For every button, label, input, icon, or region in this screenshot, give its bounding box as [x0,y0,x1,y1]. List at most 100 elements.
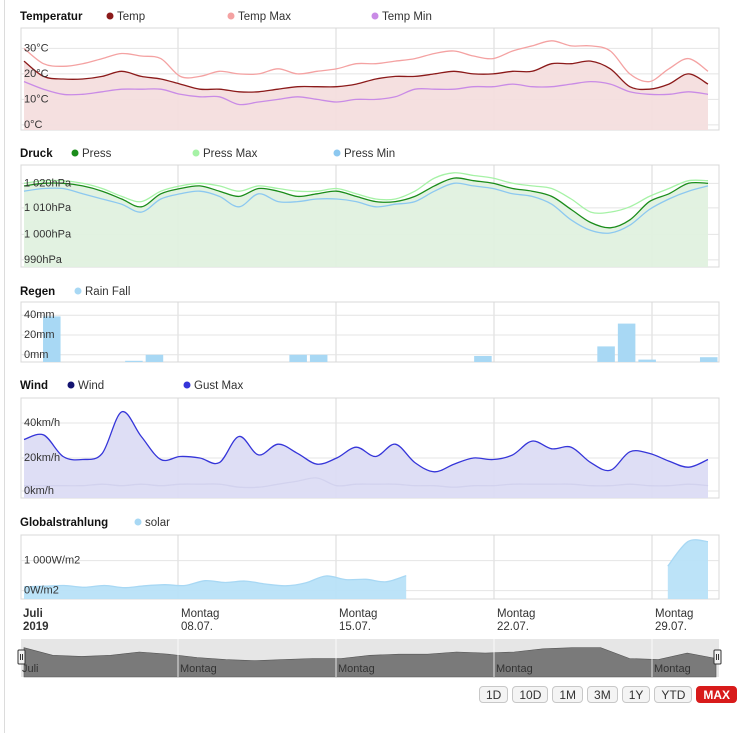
range-button-10d[interactable]: 10D [512,686,549,703]
y-tick-label: 0W/m2 [24,585,59,597]
y-tick-label: 30°C [24,42,49,54]
line-press [23,177,709,229]
legend-marker [71,149,79,157]
plot-frame [20,301,720,363]
navigator-handle-left[interactable] [17,649,26,665]
y-tick-label: 990hPa [24,254,63,266]
bar-rain-fall [43,316,61,362]
panel-globalstrahlung: 0W/m2 1 000W/m2 Globalstrahlung solar [20,517,720,600]
y-tick-label: 0°C [24,119,43,131]
range-button-3m[interactable]: 3M [587,686,618,703]
legend-temp-min: Temp Min [382,11,432,23]
area-gust-max [24,411,708,498]
line-temp-max [23,40,709,83]
bar-rain-fall [125,360,143,362]
panel-title: Regen [20,286,55,298]
legend-temp: Temp [117,11,145,23]
navigator-label: Montag [338,663,375,675]
legend-marker [192,149,200,157]
navigator-label: Montag [654,663,691,675]
y-tick-label: 20°C [24,68,49,80]
bar-rain-fall [617,323,636,362]
panel-title: Globalstrahlung [20,517,108,529]
range-button-max[interactable]: MAX [696,686,738,703]
legend-marker [106,12,114,20]
legend-press-max: Press Max [203,148,258,160]
bar-rain-fall [145,354,164,362]
y-tick-label: 1 000hPa [24,228,72,240]
line-temp-min [23,80,709,106]
panel-temperatur: 0°C 10°C 20°C 30°C Temperatur Temp Temp Max Tem… [20,11,720,131]
panel-druck: 990hPa 1 000hPa 1 010hPa 1 020hPa Druck Press… [20,148,720,268]
y-tick-label: 0km/h [24,485,54,497]
x-axis-sublabel: 29.07. [655,621,687,633]
line-press-min [23,182,709,234]
x-axis-label: Montag [497,608,535,620]
range-button-1d[interactable]: 1D [479,686,509,703]
line-press-max [23,172,709,214]
legend-rain-fall: Rain Fall [85,286,130,298]
x-axis-sublabel: 15.07. [339,621,371,633]
y-tick-label: 1 010hPa [24,202,72,214]
legend-solar: solar [145,517,170,529]
x-axis-label: Montag [655,608,693,620]
y-tick-label: 20mm [24,329,55,341]
y-tick-label: 1 020hPa [24,177,72,189]
handle-body [17,649,26,665]
line-solar [23,574,407,589]
y-tick-label: 10°C [24,93,49,105]
y-tick-label: 0mm [24,349,48,361]
legend-marker [227,12,235,20]
bar-rain-fall [474,356,492,362]
legend-marker [183,381,191,389]
legend-marker [134,518,142,526]
y-tick-label: 40km/h [24,417,60,429]
bar-rain-fall [289,354,307,362]
navigator-label: Montag [496,663,533,675]
line-gust-max [23,411,709,473]
legend-wind: Wind [78,380,104,392]
line-temp [23,60,709,93]
area-solar [667,539,708,599]
navigator-label: Juli [22,663,39,675]
panel-title: Druck [20,148,53,160]
legend-temp-max: Temp Max [238,11,291,23]
legend-gust-max: Gust Max [194,380,243,392]
x-axis-label: Montag [339,608,377,620]
range-button-1y[interactable]: 1Y [621,686,651,703]
y-tick-label: 1 000W/m2 [24,555,80,567]
page-border [4,0,5,733]
panel-title: Temperatur [20,11,83,23]
navigator-label: Montag [180,663,217,675]
handle-body [713,649,722,665]
y-tick-label: 20km/h [24,452,60,464]
range-button-1m[interactable]: 1M [552,686,584,703]
legend-marker [371,12,379,20]
panel-title: Wind [20,380,48,392]
area-temp [24,60,708,130]
range-button-ytd[interactable]: YTD [654,686,693,703]
range-selector: 1D 10D 1M 3M 1Y YTD MAX [479,686,738,706]
navigator-series [23,647,717,678]
x-axis-sublabel: 08.07. [181,621,213,633]
y-tick-label: 40mm [24,309,55,321]
line-solar [667,539,709,567]
navigator-handle-right[interactable] [713,649,722,665]
panel-wind: 0km/h 20km/h 40km/h Wind Wind Gust Max [20,380,720,499]
x-axis-sublabel: 2019 [23,621,49,633]
x-axis-label: Juli [23,608,43,620]
bar-rain-fall [309,354,328,362]
area-press [24,177,708,267]
bar-rain-fall [699,357,718,362]
legend-press-min: Press Min [344,148,395,160]
legend-press: Press [82,148,112,160]
legend-marker [67,381,75,389]
legend-marker [333,149,341,157]
bar-rain-fall [638,359,656,362]
x-axis-sublabel: 22.07. [497,621,529,633]
legend-marker [74,287,82,295]
x-axis-label: Montag [181,608,219,620]
bar-rain-fall [597,346,615,362]
panel-regen: 0mm 20mm 40mm Regen Rain Fall [20,286,720,363]
